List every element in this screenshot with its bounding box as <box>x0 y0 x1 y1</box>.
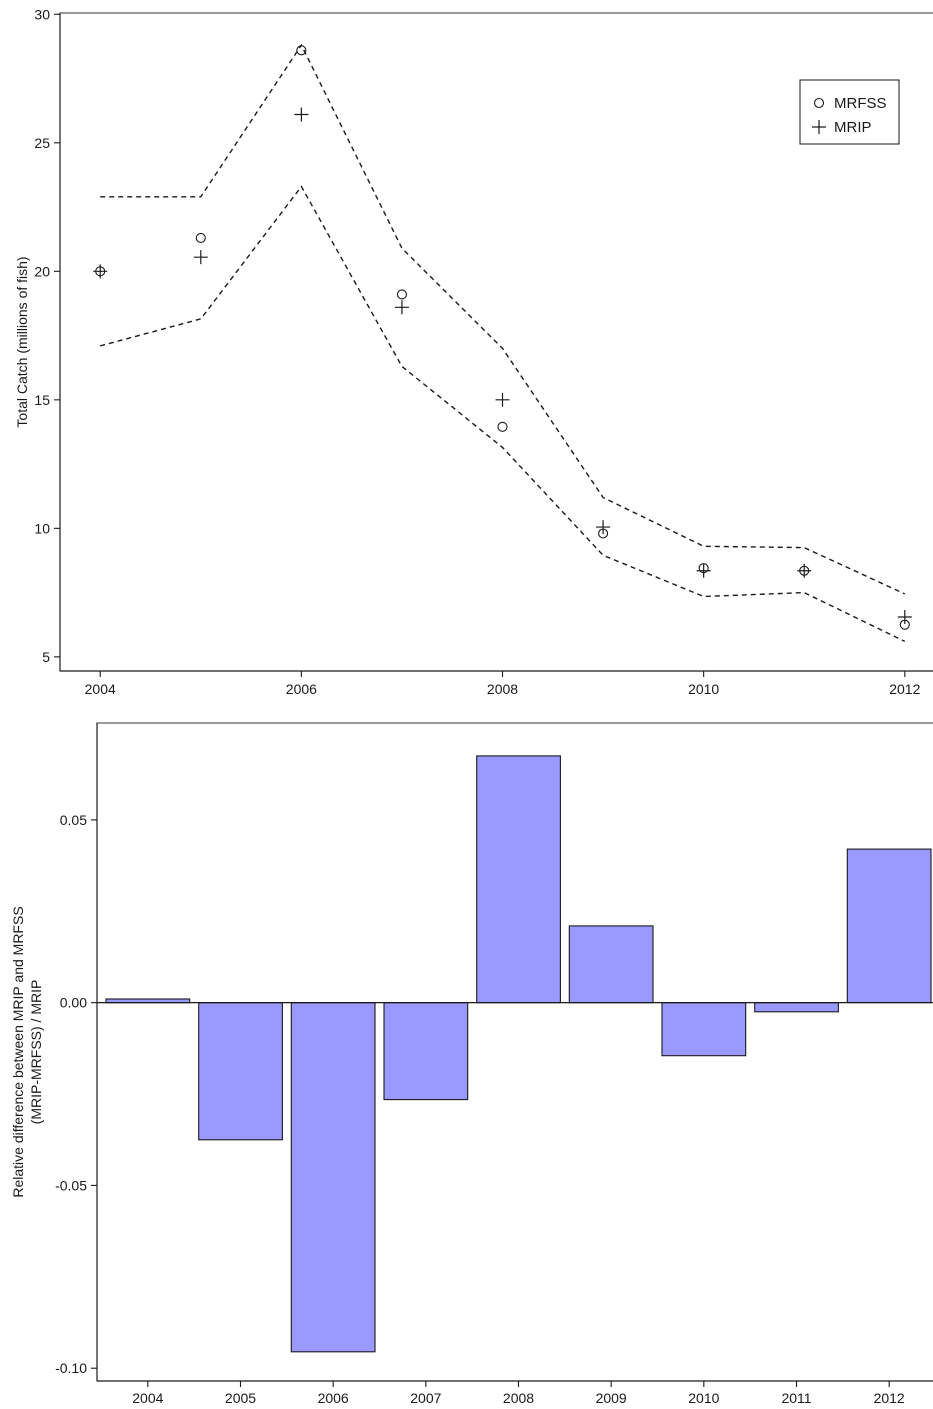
legend-box <box>799 79 900 145</box>
difference-bars <box>105 755 932 1353</box>
catch-y-axis-title: Total Catch (millions of fish) <box>14 256 30 427</box>
point-mrip <box>394 300 409 315</box>
difference-y-axis-title-line2: (MRIP-MRFSS) / MRIP <box>28 980 44 1125</box>
difference-y-axis: -0.10 -0.05 0.00 0.05 <box>55 723 98 1381</box>
catch-x-tick-label: 2004 <box>85 681 116 697</box>
difference-x-tick-label: 2004 <box>132 1390 163 1406</box>
point-mrip <box>696 563 711 578</box>
point-mrfss <box>296 45 307 56</box>
catch-y-tick-label: 30 <box>34 6 50 22</box>
catch-y-tick-label: 5 <box>42 649 50 665</box>
point-mrip <box>294 107 309 122</box>
difference-y-tick-label: 0.00 <box>60 995 87 1011</box>
catch-points <box>93 45 912 630</box>
band-lower-line <box>100 185 906 643</box>
difference-x-tick-label: 2008 <box>503 1390 534 1406</box>
catch-y-tick-label: 25 <box>34 135 50 151</box>
legend-mrip-marker <box>812 120 826 134</box>
difference-y-tick-label: -0.10 <box>55 1360 87 1376</box>
difference-x-tick-label: 2011 <box>781 1390 811 1406</box>
bar-2012 <box>846 848 932 1004</box>
difference-y-axis-title: Relative difference between MRIP and MRF… <box>10 906 26 1197</box>
band-upper-line <box>100 43 906 595</box>
legend-mrip-label: MRIP <box>834 119 872 136</box>
catch-x-tick-label: 2006 <box>286 681 317 697</box>
difference-x-tick-label: 2012 <box>874 1390 905 1406</box>
point-mrip <box>93 264 108 279</box>
point-mrip <box>596 520 611 535</box>
catch-x-axis: 2004 2006 2008 2010 2012 <box>60 670 933 697</box>
difference-x-tick-label: 2010 <box>688 1390 719 1406</box>
point-mrfss <box>396 289 407 300</box>
legend-mrfss-marker <box>813 97 825 109</box>
catch-y-axis: 5 10 15 20 25 30 <box>34 6 61 671</box>
confidence-band <box>100 43 906 643</box>
difference-chart: -0.10-0.050.000.05 2004 2005 2006 2007 2008 2… <box>10 722 933 1406</box>
catch-x-tick-label: 2008 <box>487 681 518 697</box>
difference-x-axis: 2004 2005 2006 2007 2008 2009 2010 2011 2012 <box>97 1380 933 1406</box>
difference-y-tick-label: -0.05 <box>55 1177 87 1193</box>
difference-x-tick-label: 2007 <box>410 1390 441 1406</box>
point-mrfss <box>497 421 508 432</box>
difference-x-tick-label: 2005 <box>225 1390 256 1406</box>
point-mrip <box>897 610 912 625</box>
difference-y-tick-label: 0.05 <box>60 812 87 828</box>
point-mrfss <box>195 232 206 243</box>
point-mrip <box>797 563 812 578</box>
catch-y-tick-label: 15 <box>34 392 50 408</box>
bar-2008 <box>476 755 561 1004</box>
point-mrip <box>193 250 208 265</box>
bar-2011 <box>754 1002 839 1013</box>
bar-2006 <box>290 1002 376 1353</box>
catch-y-tick-label: 20 <box>34 263 50 279</box>
bar-2010 <box>661 1002 747 1057</box>
bar-2005 <box>198 1002 283 1141</box>
catch-x-tick-label: 2012 <box>889 681 920 697</box>
point-mrip <box>495 392 510 407</box>
catch-y-tick-label: 10 <box>34 520 50 536</box>
legend-mrfss-label: MRFSS <box>834 95 887 112</box>
difference-x-tick-label: 2006 <box>318 1390 349 1406</box>
legend: MRFSS MRIP <box>799 79 900 145</box>
catch-chart: 5 10 15 20 25 30 2004 2006 2008 2010 2012 Total C… <box>14 6 933 697</box>
difference-x-tick-label: 2009 <box>596 1390 627 1406</box>
catch-x-tick-label: 2010 <box>688 681 719 697</box>
bar-2007 <box>383 1002 469 1101</box>
bar-2009 <box>568 925 654 1004</box>
